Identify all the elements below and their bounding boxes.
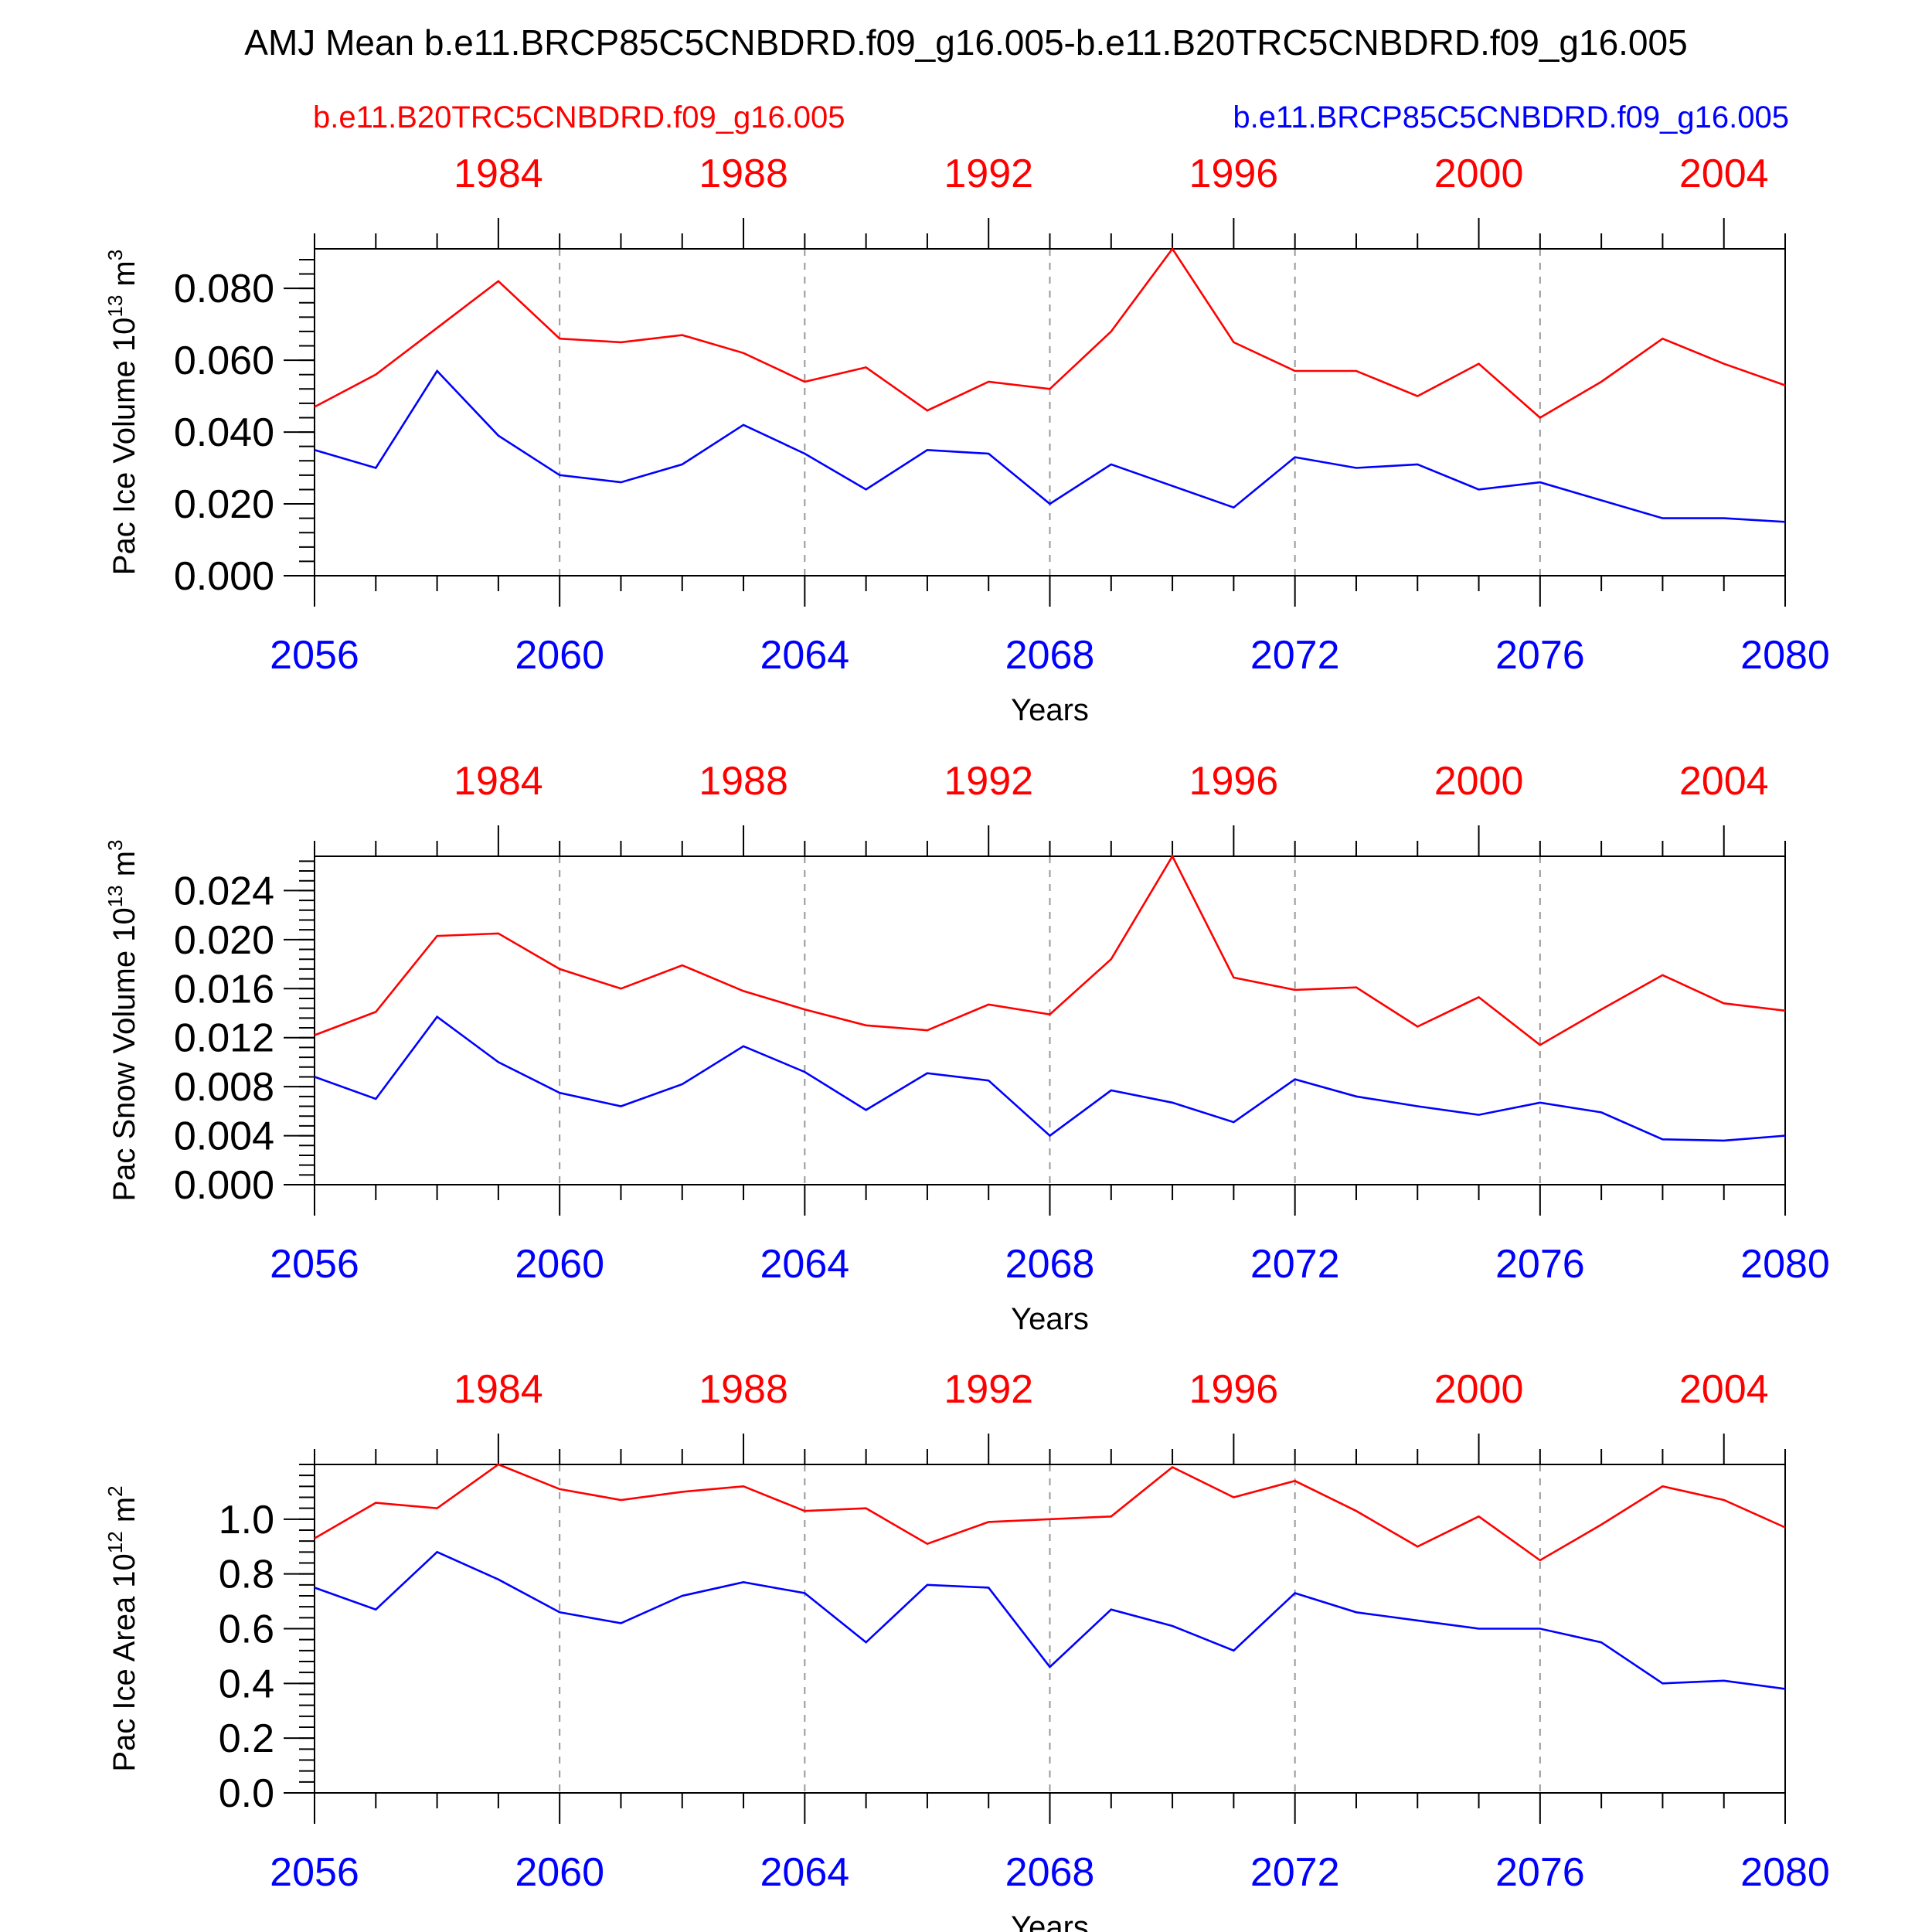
top-tick-label: 1988 [699, 151, 788, 196]
series-line-red [314, 1463, 1786, 1562]
y-tick-label: 0.000 [174, 1163, 274, 1208]
y-tick-label: 1.0 [219, 1498, 274, 1543]
chart-panel-1: 2056 2060 2064 2068 2072 2076 2080 1984 1988 1992… [104, 151, 1830, 727]
top-tick-label: 2004 [1679, 151, 1769, 196]
y-tick-label: 0.008 [174, 1065, 274, 1110]
y-tick-label: 0.0 [219, 1771, 274, 1816]
x-tick-label: 2076 [1495, 1242, 1585, 1287]
y-tick-label: 0.020 [174, 482, 274, 527]
x-tick-label: 2068 [1005, 633, 1095, 678]
top-tick-label: 1988 [699, 1367, 788, 1412]
legend-blue: b.e11.BRCP85C5CNBDRD.f09_g16.005 [1233, 100, 1789, 134]
x-tick-label: 2060 [515, 1850, 604, 1895]
y-tick-label: 0.6 [219, 1607, 274, 1652]
top-tick-label: 2000 [1434, 151, 1524, 196]
top-tick-label: 1984 [454, 151, 543, 196]
y-tick-label: 0.060 [174, 338, 274, 383]
series-line-red [314, 247, 1786, 420]
top-tick-label: 1992 [944, 759, 1033, 804]
top-tick-label: 1992 [944, 151, 1033, 196]
top-tick-label: 1992 [944, 1367, 1033, 1412]
y-tick-label: 0.024 [174, 869, 274, 913]
y-axis-label: Pac Ice Volume 1013 m3 [104, 250, 141, 575]
figure-title: AMJ Mean b.e11.BRCP85C5CNBDRD.f09_g16.00… [244, 22, 1688, 63]
x-tick-label: 2056 [270, 1850, 359, 1895]
top-tick-label: 2004 [1679, 759, 1769, 804]
plot-frame [314, 248, 1786, 577]
x-tick-label: 2076 [1495, 633, 1585, 678]
chart-panel-2: 2056 2060 2064 2068 2072 2076 2080 1984 1988 1992… [104, 759, 1830, 1336]
top-tick-label: 2004 [1679, 1367, 1769, 1412]
y-tick-label: 0.020 [174, 918, 274, 963]
y-tick-label: 0.4 [219, 1662, 274, 1706]
y-tick-label: 0.080 [174, 267, 274, 311]
legend-red: b.e11.B20TRC5CNBDRD.f09_g16.005 [313, 100, 845, 134]
top-tick-label: 1996 [1189, 1367, 1279, 1412]
y-tick-label: 0.012 [174, 1016, 274, 1061]
x-tick-label: 2060 [515, 633, 604, 678]
x-tick-label: 2068 [1005, 1850, 1095, 1895]
top-tick-label: 1984 [454, 1367, 543, 1412]
top-tick-label: 2000 [1434, 759, 1524, 804]
x-tick-label: 2080 [1740, 1242, 1830, 1287]
x-tick-label: 2060 [515, 1242, 604, 1287]
y-axis-label: Pac Ice Area 1012 m2 [104, 1485, 141, 1771]
y-tick-label: 0.2 [219, 1716, 274, 1761]
y-tick-label: 0.000 [174, 554, 274, 599]
x-axis-label: Years [1011, 1302, 1089, 1336]
x-tick-label: 2056 [270, 1242, 359, 1287]
x-tick-label: 2072 [1250, 1850, 1340, 1895]
x-tick-label: 2064 [760, 633, 849, 678]
y-tick-label: 0.040 [174, 410, 274, 455]
top-tick-label: 1996 [1189, 151, 1279, 196]
y-axis-label: Pac Snow Volume 1013 m3 [104, 839, 141, 1201]
y-tick-label: 0.016 [174, 967, 274, 1012]
chart-panel-3: 2056 2060 2064 2068 2072 2076 2080 1984 1988 1992… [104, 1367, 1830, 1932]
top-tick-label: 1984 [454, 759, 543, 804]
y-tick-label: 0.004 [174, 1114, 274, 1159]
x-tick-label: 2072 [1250, 1242, 1340, 1287]
x-tick-label: 2064 [760, 1242, 849, 1287]
series-line-blue [314, 1015, 1786, 1142]
top-tick-label: 2000 [1434, 1367, 1524, 1412]
top-tick-label: 1988 [699, 759, 788, 804]
top-tick-label: 1996 [1189, 759, 1279, 804]
x-tick-label: 2080 [1740, 1850, 1830, 1895]
series-line-blue [314, 1550, 1786, 1690]
x-tick-label: 2068 [1005, 1242, 1095, 1287]
x-tick-label: 2076 [1495, 1850, 1585, 1895]
x-axis-label: Years [1011, 693, 1089, 727]
x-tick-label: 2072 [1250, 633, 1340, 678]
x-tick-label: 2080 [1740, 633, 1830, 678]
series-line-blue [314, 369, 1786, 523]
series-line-red [314, 854, 1786, 1046]
x-axis-label: Years [1011, 1910, 1089, 1932]
x-tick-label: 2056 [270, 633, 359, 678]
y-tick-label: 0.8 [219, 1553, 274, 1597]
x-tick-label: 2064 [760, 1850, 849, 1895]
